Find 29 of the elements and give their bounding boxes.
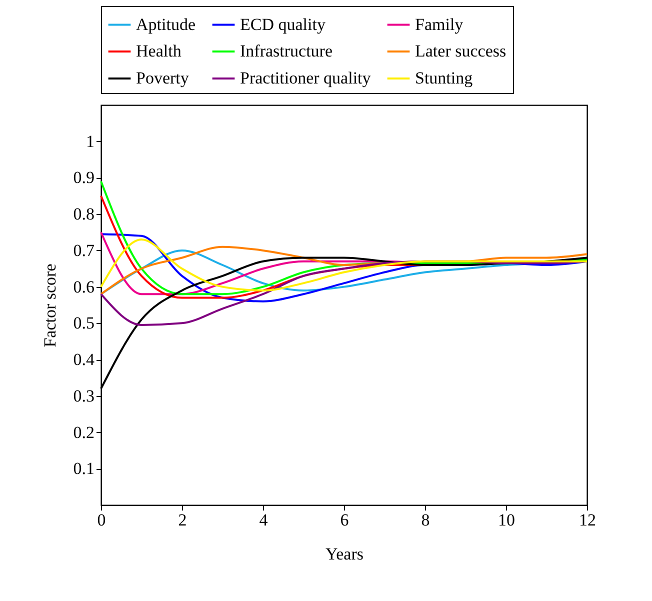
legend-label: Stunting xyxy=(415,68,474,88)
y-tick-label: 0.5 xyxy=(73,314,94,333)
x-axis-title: Years xyxy=(326,544,364,564)
legend-label: Family xyxy=(415,14,464,34)
legend-label: Later success xyxy=(415,42,506,60)
legend-label: ECD quality xyxy=(240,14,326,34)
y-tick-label: 0.3 xyxy=(73,386,94,406)
y-tick-label: 0.4 xyxy=(73,350,95,370)
x-tick-label: 6 xyxy=(340,510,349,530)
x-tick-label: 10 xyxy=(498,510,515,530)
legend-label: Practitioner quality xyxy=(240,68,372,88)
x-tick-label: 2 xyxy=(178,510,187,530)
x-tick-label: 8 xyxy=(421,510,430,530)
y-tick-label: 1 xyxy=(86,132,94,151)
legend-label: Infrastructure xyxy=(240,42,333,60)
x-tick-label: 4 xyxy=(259,510,268,530)
y-tick-label: 0.9 xyxy=(73,168,94,188)
y-tick-label: 0.7 xyxy=(73,240,95,260)
y-tick-label: 0.2 xyxy=(73,422,94,442)
line-series xyxy=(100,238,588,292)
x-tick-label: 12 xyxy=(579,510,596,530)
y-axis-title: Factor score xyxy=(40,264,60,348)
legend-label: Poverty xyxy=(136,68,190,88)
y-tick-label: 0.8 xyxy=(73,204,94,224)
y-tick-label: 0.1 xyxy=(73,459,94,478)
legend-label: Aptitude xyxy=(136,14,196,34)
y-tick-label: 0.6 xyxy=(73,277,94,296)
x-tick-label: 0 xyxy=(97,510,106,530)
legend-label: Health xyxy=(136,42,182,60)
